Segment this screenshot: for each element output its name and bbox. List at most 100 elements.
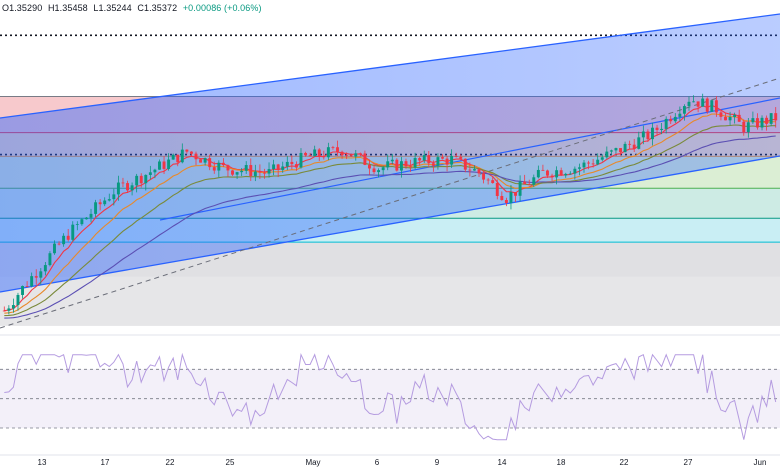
candle-body xyxy=(66,235,70,240)
candle-body xyxy=(2,310,6,312)
candle-body xyxy=(641,131,645,138)
candle-body xyxy=(774,113,778,121)
candle-body xyxy=(162,161,166,169)
candle xyxy=(737,109,741,122)
candle-body xyxy=(418,158,422,161)
candle xyxy=(48,251,52,267)
candle xyxy=(454,152,458,158)
candle-body xyxy=(628,143,632,145)
candle-body xyxy=(231,170,234,175)
candle xyxy=(637,131,641,150)
candle xyxy=(459,154,463,161)
candle xyxy=(221,158,225,168)
candle xyxy=(326,142,330,161)
candle xyxy=(313,145,317,157)
candle-body xyxy=(509,192,513,203)
candle xyxy=(84,216,88,220)
candle-body xyxy=(441,157,444,159)
candle xyxy=(463,158,467,173)
candle-body xyxy=(221,162,225,166)
candle-body xyxy=(746,122,750,133)
candle xyxy=(769,113,773,127)
candle-body xyxy=(427,155,431,164)
candle-body xyxy=(116,182,120,195)
candle xyxy=(103,197,107,207)
candle-body xyxy=(760,117,764,128)
x-tick-label: 9 xyxy=(435,458,440,467)
candle-body xyxy=(504,200,508,203)
candle xyxy=(719,110,723,121)
candle-body xyxy=(267,169,271,174)
candle-body xyxy=(669,118,673,122)
candle-body xyxy=(53,243,56,254)
candle-body xyxy=(194,153,198,160)
candle xyxy=(468,162,472,177)
candle-body xyxy=(377,170,381,173)
candle xyxy=(431,160,435,172)
candle-body xyxy=(25,286,29,287)
candle-body xyxy=(285,161,289,167)
candle-body xyxy=(272,164,276,170)
candle-body xyxy=(395,159,399,171)
candle-body xyxy=(304,152,308,156)
candle-body xyxy=(7,308,11,311)
candle-body xyxy=(308,155,312,157)
candle-body xyxy=(176,154,180,163)
candle xyxy=(345,152,349,160)
candle-body xyxy=(609,150,613,152)
candle xyxy=(714,96,718,117)
x-tick-label: 22 xyxy=(620,458,629,467)
candle-body xyxy=(436,157,440,166)
candle xyxy=(568,171,572,175)
x-tick-label: 17 xyxy=(101,458,110,467)
candle xyxy=(30,272,34,288)
candle-body xyxy=(331,147,335,148)
candle-body xyxy=(43,265,47,272)
candle-body xyxy=(390,159,394,162)
price-channel[interactable] xyxy=(0,13,780,329)
candle-body xyxy=(103,200,107,205)
candle xyxy=(491,176,495,184)
candle-body xyxy=(541,169,545,171)
candle-body xyxy=(769,113,773,124)
candle xyxy=(500,191,504,201)
candle-body xyxy=(559,170,563,176)
candle-body xyxy=(692,101,696,103)
candle xyxy=(687,96,691,111)
candle-body xyxy=(48,253,52,266)
candle-body xyxy=(294,164,298,168)
candle-body xyxy=(564,173,568,176)
candle xyxy=(180,143,184,164)
candle-body xyxy=(39,271,43,278)
candle xyxy=(724,113,727,121)
candle-body xyxy=(555,170,559,178)
candle-body xyxy=(536,169,540,178)
candle-body xyxy=(514,192,517,196)
x-tick-label: 25 xyxy=(226,458,235,467)
candle xyxy=(751,111,755,124)
candle xyxy=(322,150,326,160)
candle xyxy=(372,164,376,175)
fib-band-6 xyxy=(0,276,780,326)
candle-body xyxy=(185,149,189,152)
time-axis: 13 17 22 25 May 6 9 14 18 22 27 Jun xyxy=(0,454,780,467)
candle-body xyxy=(655,127,659,130)
candle-body xyxy=(322,156,326,158)
candle-body xyxy=(619,148,622,153)
candle-body xyxy=(568,173,572,175)
candle xyxy=(317,148,321,161)
candle-body xyxy=(404,161,408,167)
candle xyxy=(80,218,84,226)
candle-body xyxy=(263,172,266,174)
candle xyxy=(422,150,426,163)
candle xyxy=(285,156,289,171)
candle-body xyxy=(363,153,367,165)
candle-body xyxy=(276,164,280,170)
candle xyxy=(381,165,385,175)
candle xyxy=(130,182,134,196)
candle xyxy=(486,178,490,185)
candle xyxy=(450,149,454,168)
candle xyxy=(632,138,636,153)
candle xyxy=(226,164,230,177)
